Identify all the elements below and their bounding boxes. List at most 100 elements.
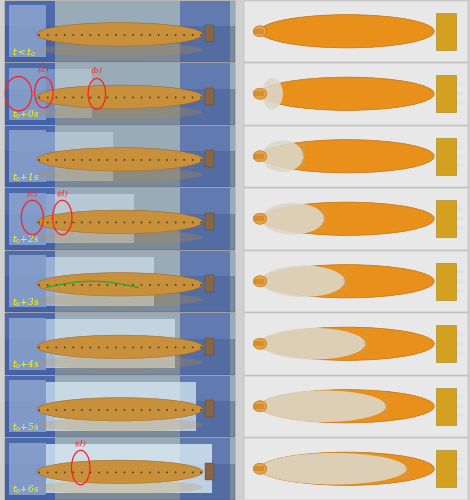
FancyBboxPatch shape xyxy=(5,438,235,500)
Circle shape xyxy=(115,34,117,36)
FancyBboxPatch shape xyxy=(5,376,235,437)
Circle shape xyxy=(98,472,100,474)
Circle shape xyxy=(183,96,185,98)
Circle shape xyxy=(192,472,194,474)
Ellipse shape xyxy=(439,207,465,212)
Ellipse shape xyxy=(37,210,203,234)
Ellipse shape xyxy=(439,288,465,293)
Ellipse shape xyxy=(37,480,203,494)
Ellipse shape xyxy=(439,82,465,87)
Circle shape xyxy=(81,96,83,98)
FancyBboxPatch shape xyxy=(436,388,456,424)
FancyBboxPatch shape xyxy=(5,63,55,124)
Text: (b): (b) xyxy=(91,68,103,76)
Ellipse shape xyxy=(261,203,324,234)
Ellipse shape xyxy=(439,92,465,96)
Circle shape xyxy=(166,222,168,224)
Ellipse shape xyxy=(439,154,465,158)
Circle shape xyxy=(175,222,177,224)
FancyBboxPatch shape xyxy=(5,188,235,250)
Circle shape xyxy=(81,34,83,36)
Ellipse shape xyxy=(262,78,283,110)
FancyBboxPatch shape xyxy=(9,130,46,182)
Circle shape xyxy=(183,222,185,224)
Circle shape xyxy=(81,472,83,474)
Circle shape xyxy=(183,159,185,161)
Ellipse shape xyxy=(37,460,203,483)
Circle shape xyxy=(107,284,108,286)
Circle shape xyxy=(200,346,202,348)
Circle shape xyxy=(166,346,168,348)
Circle shape xyxy=(132,34,134,36)
Circle shape xyxy=(200,284,202,286)
Circle shape xyxy=(166,409,168,411)
Circle shape xyxy=(149,472,151,474)
Circle shape xyxy=(157,472,159,474)
FancyBboxPatch shape xyxy=(9,443,46,494)
Circle shape xyxy=(149,34,151,36)
Ellipse shape xyxy=(37,398,203,421)
Circle shape xyxy=(192,34,194,36)
Circle shape xyxy=(192,222,194,224)
Circle shape xyxy=(81,409,83,411)
FancyBboxPatch shape xyxy=(5,438,235,464)
Text: (d): (d) xyxy=(56,190,68,198)
Circle shape xyxy=(132,222,134,224)
Ellipse shape xyxy=(439,466,465,471)
Circle shape xyxy=(183,472,185,474)
FancyBboxPatch shape xyxy=(5,376,235,402)
FancyBboxPatch shape xyxy=(436,450,456,487)
Circle shape xyxy=(98,284,100,286)
Circle shape xyxy=(149,96,151,98)
Circle shape xyxy=(157,222,159,224)
Circle shape xyxy=(175,346,177,348)
Ellipse shape xyxy=(37,230,203,244)
FancyBboxPatch shape xyxy=(5,63,235,89)
Text: (c): (c) xyxy=(27,190,38,198)
Ellipse shape xyxy=(439,350,465,356)
FancyBboxPatch shape xyxy=(180,376,230,437)
FancyBboxPatch shape xyxy=(436,326,456,362)
FancyBboxPatch shape xyxy=(205,212,214,230)
Circle shape xyxy=(115,409,117,411)
Circle shape xyxy=(200,159,202,161)
Circle shape xyxy=(55,34,57,36)
Circle shape xyxy=(166,34,168,36)
FancyBboxPatch shape xyxy=(205,88,214,105)
Circle shape xyxy=(192,159,194,161)
Ellipse shape xyxy=(253,26,267,37)
Circle shape xyxy=(39,159,40,161)
Circle shape xyxy=(107,34,108,36)
Circle shape xyxy=(72,222,74,224)
Circle shape xyxy=(107,222,108,224)
Circle shape xyxy=(192,409,194,411)
FancyBboxPatch shape xyxy=(180,0,230,62)
Ellipse shape xyxy=(260,264,434,298)
Circle shape xyxy=(124,34,125,36)
Circle shape xyxy=(98,159,100,161)
Circle shape xyxy=(183,409,185,411)
Circle shape xyxy=(39,96,40,98)
FancyBboxPatch shape xyxy=(5,250,235,312)
FancyBboxPatch shape xyxy=(5,63,235,124)
Ellipse shape xyxy=(261,328,365,360)
Circle shape xyxy=(81,346,83,348)
Text: $t_0$+2s: $t_0$+2s xyxy=(12,234,39,246)
FancyBboxPatch shape xyxy=(244,438,468,500)
Text: (a): (a) xyxy=(38,66,50,74)
FancyBboxPatch shape xyxy=(436,138,456,174)
Ellipse shape xyxy=(439,394,465,400)
Circle shape xyxy=(132,159,134,161)
Circle shape xyxy=(64,222,66,224)
Circle shape xyxy=(200,34,202,36)
Circle shape xyxy=(192,346,194,348)
Circle shape xyxy=(200,96,202,98)
Circle shape xyxy=(64,409,66,411)
Ellipse shape xyxy=(253,463,267,474)
Circle shape xyxy=(39,34,40,36)
FancyBboxPatch shape xyxy=(205,275,214,292)
Text: $t_0$+3s: $t_0$+3s xyxy=(12,296,39,309)
Ellipse shape xyxy=(261,390,386,422)
FancyBboxPatch shape xyxy=(205,338,214,355)
Ellipse shape xyxy=(37,42,203,56)
